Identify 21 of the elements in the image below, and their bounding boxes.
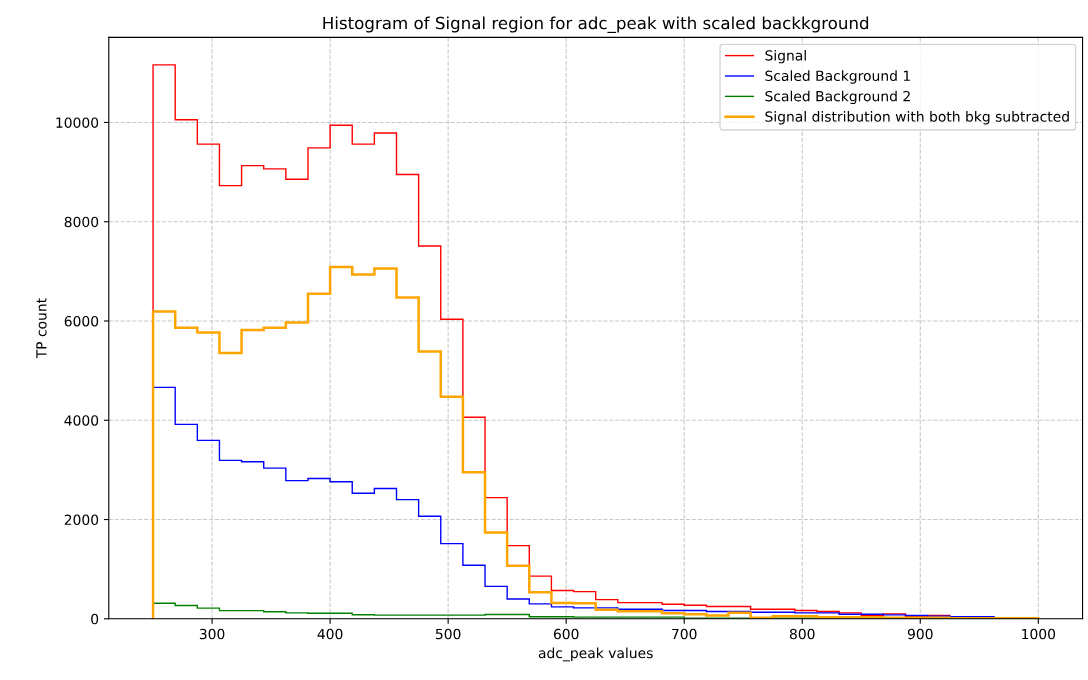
x-tick-label: 300 <box>199 628 225 640</box>
x-tick-label: 900 <box>907 628 933 640</box>
x-tick-label: 700 <box>672 628 697 640</box>
legend-label: Scaled Background 1 <box>765 70 910 84</box>
legend-label: Signal <box>765 49 806 64</box>
x-tick-label: 500 <box>435 628 461 640</box>
x-tick-label: 1000 <box>1022 628 1056 640</box>
x-tick-label: 600 <box>553 628 579 640</box>
y-tick-label: 8000 <box>64 216 99 228</box>
y-tick-label: 0 <box>91 613 99 625</box>
chart-title: Histogram of Signal region for adc_peak with scaled backkground <box>323 16 869 33</box>
legend-label: Scaled Background 2 <box>765 90 910 105</box>
x-tick-label: 400 <box>317 628 343 640</box>
y-axis-title: TP count <box>36 298 47 359</box>
x-axis-title: adc_peak values <box>538 647 653 662</box>
x-tick-label: 800 <box>789 628 815 640</box>
legend-label: Signal distribution with both bkg subtracted <box>765 111 1069 125</box>
y-tick-label: 4000 <box>64 415 99 426</box>
y-tick-label: 10000 <box>56 117 99 128</box>
y-tick-label: 6000 <box>64 315 99 327</box>
y-tick-label: 2000 <box>64 514 99 526</box>
